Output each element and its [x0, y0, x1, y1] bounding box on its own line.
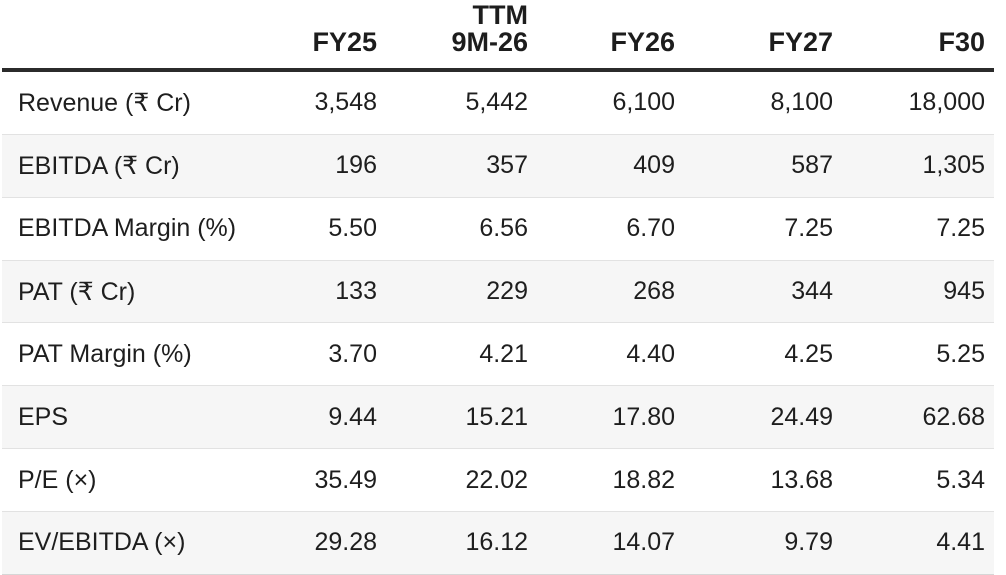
cell-value: 24.49	[675, 385, 833, 449]
cell-value: 8,100	[770, 88, 833, 117]
row-label: EPS	[2, 385, 282, 449]
column-header-fy25: FY25	[282, 0, 377, 72]
cell-value: 16.12	[377, 511, 528, 575]
column-header-line1	[675, 2, 833, 29]
column-header-fy27: FY27	[675, 0, 833, 72]
table-header: FY25 TTM 9M-26 FY26 FY27 F30	[2, 0, 994, 72]
row-label: EBITDA (₹ Cr)	[2, 133, 282, 198]
cell-value: 4.41	[833, 511, 994, 575]
cell-value: 4.25	[675, 322, 833, 386]
cell-value: 6.56	[377, 196, 528, 261]
row-label: PAT (₹ Cr)	[2, 259, 282, 323]
table-row: PAT Margin (%) 3.70 4.21 4.40 4.25 5.25	[2, 322, 994, 386]
table-row: EBITDA (₹ Cr) 196 357 409 587 1,305	[2, 133, 994, 198]
cell-value: 4.21	[377, 322, 528, 386]
cell-value: 9.44	[282, 385, 377, 449]
cell-value: 4.40	[528, 322, 675, 386]
cell-value: 268	[528, 259, 675, 323]
cell-value: 7.25	[675, 196, 833, 261]
cell-value: 13.68	[675, 448, 833, 512]
column-header-line1	[282, 2, 377, 29]
cell-value: 945	[833, 259, 994, 323]
row-label: EV/EBITDA (×)	[2, 511, 282, 575]
table-row: Revenue (₹ Cr) 3,548 5,442 6,100 8,100 18,000	[2, 70, 994, 134]
cell-value: 229	[377, 259, 528, 323]
table-row: EPS 9.44 15.21 17.80 24.49 62.68	[2, 385, 994, 449]
column-header-line2: FY25	[312, 27, 377, 57]
cell-value: 409	[528, 133, 675, 198]
cell-value: 18.82	[528, 448, 675, 512]
column-header-line1: TTM	[472, 0, 528, 30]
column-header-line2: FY26	[610, 27, 675, 57]
column-header-line2: 9M-26	[451, 27, 528, 57]
column-header-line1	[528, 2, 675, 29]
cell-value: 6.70	[528, 196, 675, 261]
cell-value: 5,442	[465, 88, 528, 117]
table-row: P/E (×) 35.49 22.02 18.82 13.68 5.34	[2, 448, 994, 512]
cell-value: 587	[675, 133, 833, 198]
column-header-line1	[833, 2, 985, 29]
row-label: PAT Margin (%)	[2, 322, 282, 386]
cell-value: 18,000	[908, 88, 985, 117]
column-header-line2: F30	[938, 27, 985, 57]
cell-value: 22.02	[377, 448, 528, 512]
column-header-ttm-9m26: TTM 9M-26	[377, 0, 528, 72]
row-label: P/E (×)	[2, 448, 282, 512]
cell-value: 62.68	[833, 385, 994, 449]
cell-value: 29.28	[282, 511, 377, 575]
table-row: PAT (₹ Cr) 133 229 268 344 945	[2, 259, 994, 323]
column-header-line2: FY27	[768, 27, 833, 57]
table-row: EV/EBITDA (×) 29.28 16.12 14.07 9.79 4.41	[2, 511, 994, 575]
cell-value: 35.49	[282, 448, 377, 512]
cell-value: 344	[675, 259, 833, 323]
cell-value: 1,305	[833, 133, 994, 198]
row-label: EBITDA Margin (%)	[2, 196, 282, 261]
cell-value: 14.07	[528, 511, 675, 575]
cell-value: 7.25	[833, 196, 994, 261]
table-row: EBITDA Margin (%) 5.50 6.56 6.70 7.25 7.25	[2, 196, 994, 261]
cell-value: 3,548	[314, 88, 377, 117]
table-body: Revenue (₹ Cr) 3,548 5,442 6,100 8,100 18,000…	[2, 70, 994, 575]
cell-value: 6,100	[612, 88, 675, 117]
cell-value: 17.80	[528, 385, 675, 449]
cell-value: 5.34	[833, 448, 994, 512]
cell-value: 196	[282, 133, 377, 198]
cell-value: 3.70	[282, 322, 377, 386]
column-header-f30: F30	[833, 0, 994, 72]
column-header-fy26: FY26	[528, 0, 675, 72]
cell-value: 133	[282, 259, 377, 323]
header-row: FY25 TTM 9M-26 FY26 FY27 F30	[2, 0, 994, 72]
cell-value: 357	[377, 133, 528, 198]
cell-value: 15.21	[377, 385, 528, 449]
cell-value: 9.79	[675, 511, 833, 575]
cell-value: 5.50	[282, 196, 377, 261]
metric-column-header	[2, 0, 282, 72]
row-label: Revenue (₹ Cr)	[18, 88, 191, 117]
cell-value: 5.25	[833, 322, 994, 386]
